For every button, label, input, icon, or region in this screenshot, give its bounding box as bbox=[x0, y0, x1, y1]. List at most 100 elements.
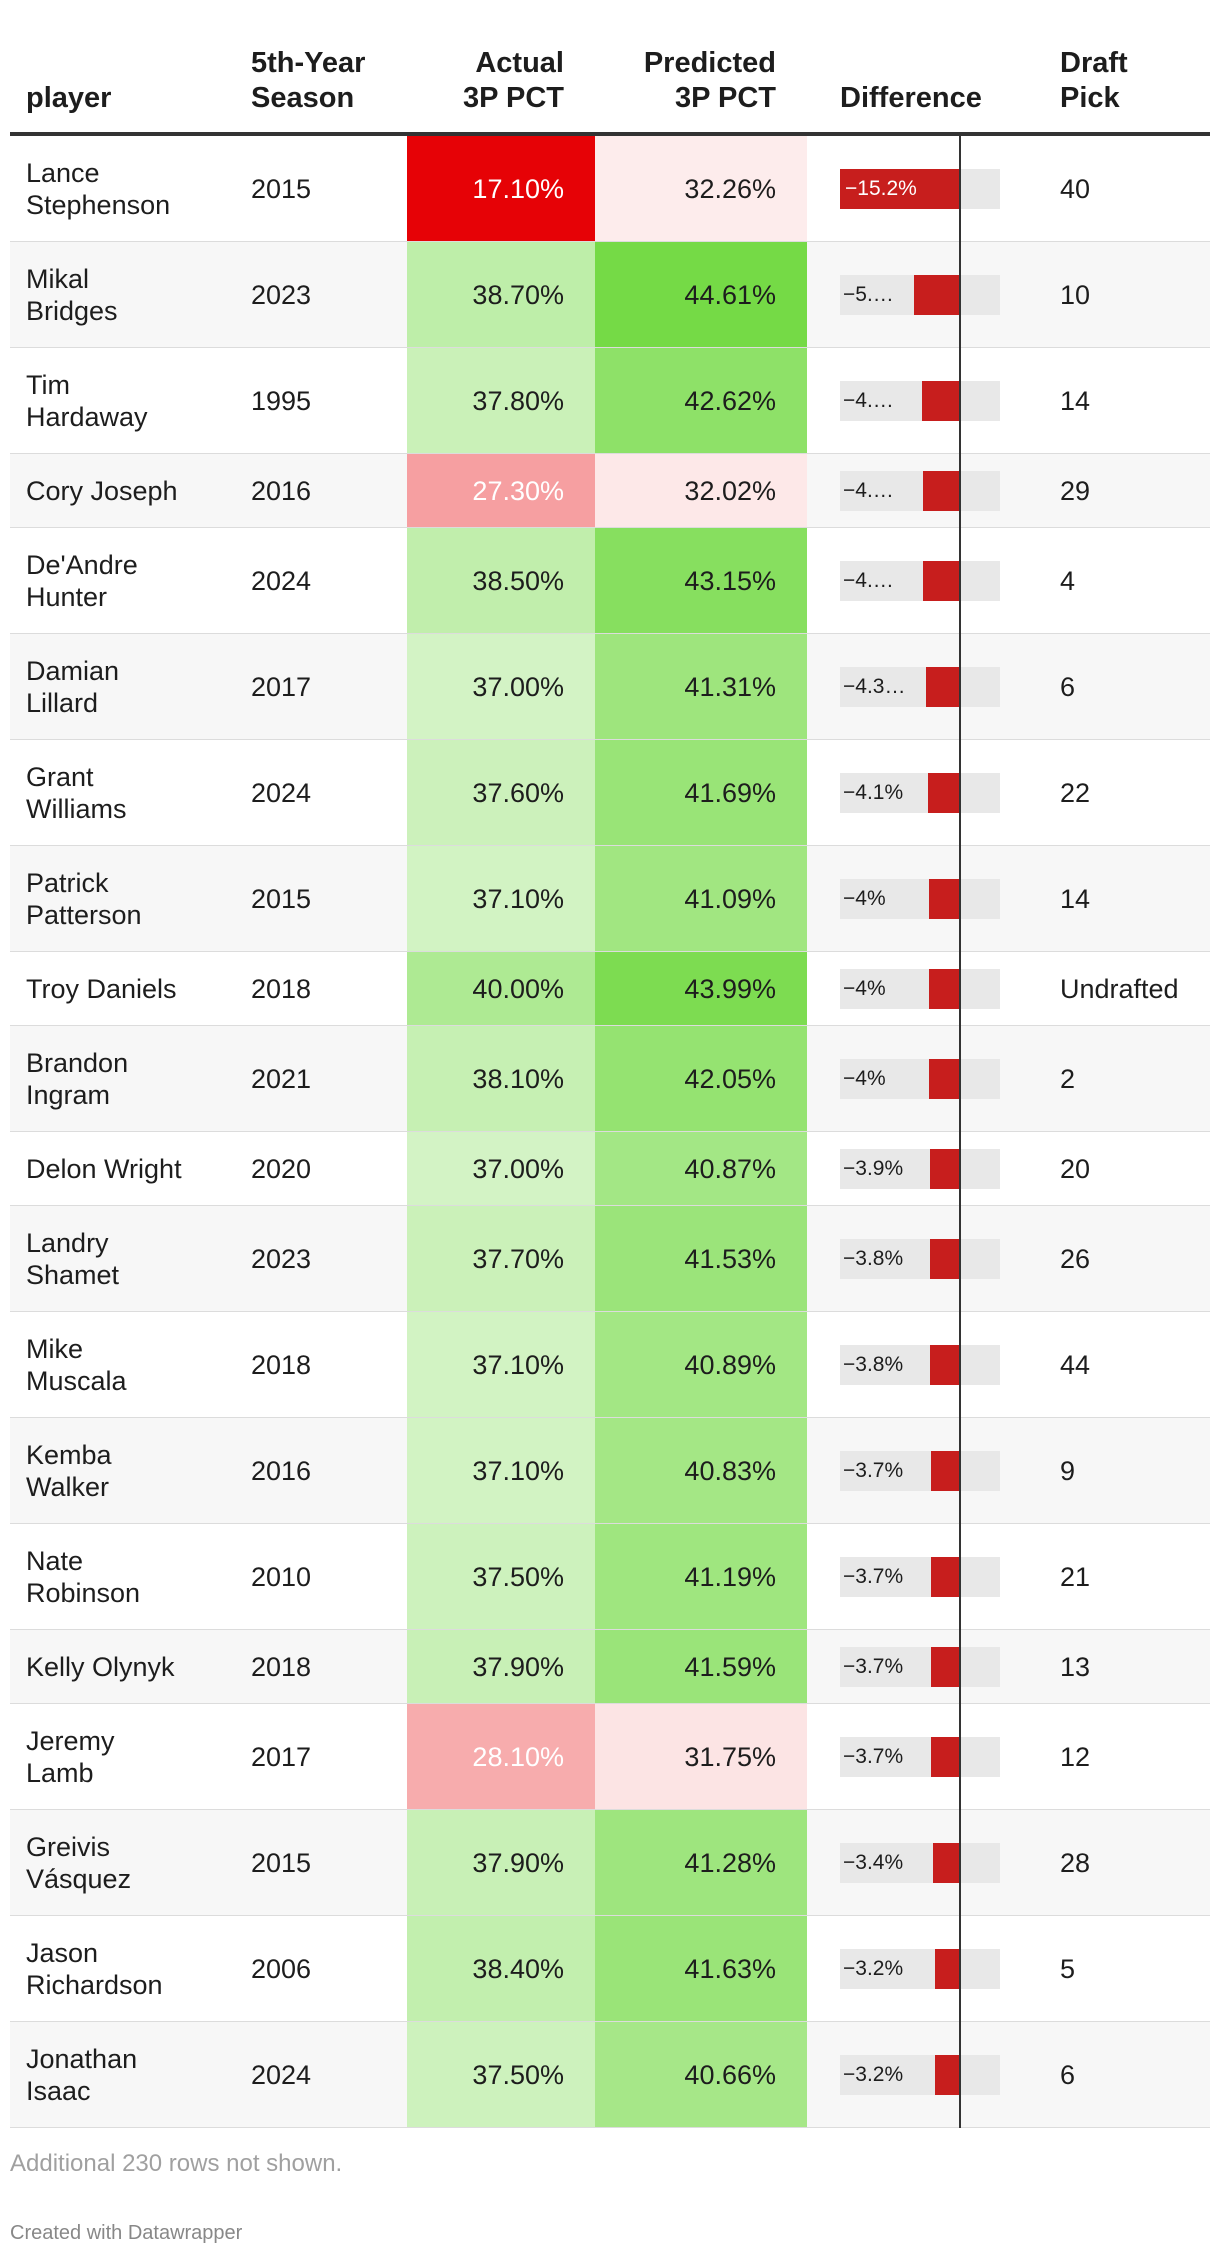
season-cell: 2016 bbox=[251, 1455, 312, 1486]
header-player[interactable]: player bbox=[26, 82, 112, 114]
predicted-3p-cell: 32.02% bbox=[595, 454, 807, 527]
player-cell: De'Andre Hunter bbox=[26, 549, 138, 612]
difference-bar-cell: −4.1% bbox=[840, 772, 1000, 813]
difference-bar-track bbox=[840, 380, 1000, 421]
predicted-3p-cell: 42.05% bbox=[595, 1026, 807, 1131]
player-cell: Jonathan Isaac bbox=[26, 2043, 138, 2106]
difference-label: −4.… bbox=[843, 568, 894, 592]
header-draft-pick[interactable]: Draft Pick bbox=[1060, 47, 1128, 114]
predicted-3p-cell: 31.75% bbox=[595, 1704, 807, 1809]
draft-pick-cell: 5 bbox=[1060, 1953, 1076, 1984]
actual-3p-cell: 38.10% bbox=[407, 1026, 595, 1131]
draft-pick-cell: 44 bbox=[1060, 1349, 1091, 1380]
difference-bar bbox=[928, 878, 961, 919]
difference-label: −4% bbox=[843, 976, 886, 1000]
table-header: player 5th-Year Season Actual 3P PCT Pre… bbox=[10, 30, 1210, 136]
season-cell: 2016 bbox=[251, 475, 312, 506]
difference-bar-cell: −15.2% bbox=[840, 168, 1000, 209]
difference-label: −4% bbox=[843, 886, 886, 910]
difference-bar-track bbox=[840, 1450, 1000, 1491]
season-cell: 2018 bbox=[251, 973, 312, 1004]
difference-bar bbox=[931, 1646, 961, 1687]
difference-bar bbox=[926, 666, 961, 707]
season-cell: 2024 bbox=[251, 2059, 312, 2090]
difference-label: −4.1% bbox=[843, 780, 904, 804]
draft-pick-cell: 40 bbox=[1060, 173, 1091, 204]
predicted-3p-cell: 40.83% bbox=[595, 1418, 807, 1523]
player-cell: Jason Richardson bbox=[26, 1937, 163, 2000]
difference-bar bbox=[927, 772, 961, 813]
difference-bar-cell: −5.… bbox=[840, 274, 1000, 315]
actual-3p-cell: 38.50% bbox=[407, 528, 595, 633]
table-row: Patrick Patterson 2015 37.10% 41.09% −4% 14 bbox=[10, 846, 1210, 952]
header-season[interactable]: 5th-Year Season bbox=[251, 47, 366, 114]
predicted-3p-cell: 41.09% bbox=[595, 846, 807, 951]
header-predicted[interactable]: Predicted 3P PCT bbox=[643, 47, 776, 114]
actual-3p-cell: 28.10% bbox=[407, 1704, 595, 1809]
table-row: Kelly Olynyk 2018 37.90% 41.59% −3.7% 13 bbox=[10, 1630, 1210, 1704]
difference-bar-cell: −3.7% bbox=[840, 1646, 1000, 1687]
draft-pick-cell: 22 bbox=[1060, 777, 1091, 808]
difference-bar bbox=[931, 1450, 961, 1491]
table-row: Jeremy Lamb 2017 28.10% 31.75% −3.7% 12 bbox=[10, 1704, 1210, 1810]
difference-bar-cell: −3.7% bbox=[840, 1736, 1000, 1777]
table-row: Jonathan Isaac 2024 37.50% 40.66% −3.2% 6 bbox=[10, 2022, 1210, 2128]
player-cell: Tim Hardaway bbox=[26, 369, 148, 432]
difference-bar-cell: −3.2% bbox=[840, 1948, 1000, 1989]
player-cell: Delon Wright bbox=[26, 1153, 182, 1184]
data-table: player 5th-Year Season Actual 3P PCT Pre… bbox=[10, 30, 1210, 2128]
player-cell: Greivis Vásquez bbox=[26, 1831, 132, 1894]
difference-bar-cell: −4% bbox=[840, 878, 1000, 919]
difference-label: −3.8% bbox=[843, 1352, 904, 1376]
draft-pick-cell: 29 bbox=[1060, 475, 1091, 506]
draft-pick-cell: 9 bbox=[1060, 1455, 1076, 1486]
difference-bar bbox=[931, 1556, 961, 1597]
predicted-3p-cell: 42.62% bbox=[595, 348, 807, 453]
predicted-3p-cell: 32.26% bbox=[595, 136, 807, 241]
difference-bar-track bbox=[840, 666, 1000, 707]
draft-pick-cell: 21 bbox=[1060, 1561, 1091, 1592]
credit-link[interactable]: Created with Datawrapper bbox=[10, 2222, 243, 2244]
actual-3p-cell: 17.10% bbox=[407, 136, 595, 241]
player-cell: Brandon Ingram bbox=[26, 1047, 129, 1110]
header-difference[interactable]: Difference bbox=[840, 82, 982, 114]
actual-3p-cell: 37.70% bbox=[407, 1206, 595, 1311]
draft-pick-cell: 13 bbox=[1060, 1651, 1091, 1682]
difference-bar-cell: −3.8% bbox=[840, 1238, 1000, 1279]
difference-label: −3.7% bbox=[843, 1458, 904, 1482]
draft-pick-cell: 14 bbox=[1060, 883, 1091, 914]
difference-bar-track bbox=[840, 1344, 1000, 1385]
season-cell: 2023 bbox=[251, 279, 312, 310]
difference-bar bbox=[928, 1058, 961, 1099]
season-cell: 2006 bbox=[251, 1953, 312, 1984]
predicted-3p-cell: 41.69% bbox=[595, 740, 807, 845]
player-cell: Lance Stephenson bbox=[26, 157, 171, 220]
difference-bar-cell: −3.2% bbox=[840, 2054, 1000, 2095]
difference-bar bbox=[923, 560, 961, 601]
difference-label: −3.9% bbox=[843, 1156, 904, 1180]
difference-label: −4% bbox=[843, 1066, 886, 1090]
difference-bar-track bbox=[840, 1148, 1000, 1189]
table-row: Mikal Bridges 2023 38.70% 44.61% −5.… 10 bbox=[10, 242, 1210, 348]
difference-label: −3.8% bbox=[843, 1246, 904, 1270]
difference-bar-cell: −4.3… bbox=[840, 666, 1000, 707]
difference-bar-track bbox=[840, 1058, 1000, 1099]
difference-bar bbox=[840, 168, 961, 209]
actual-3p-cell: 37.10% bbox=[407, 846, 595, 951]
predicted-3p-cell: 43.99% bbox=[595, 952, 807, 1025]
difference-zero-axis bbox=[959, 136, 962, 2128]
season-cell: 2024 bbox=[251, 777, 312, 808]
player-cell: Nate Robinson bbox=[26, 1545, 141, 1608]
table-row: Delon Wright 2020 37.00% 40.87% −3.9% 20 bbox=[10, 1132, 1210, 1206]
header-actual[interactable]: Actual 3P PCT bbox=[462, 47, 564, 114]
difference-bar-track bbox=[840, 1948, 1000, 1989]
player-cell: Patrick Patterson bbox=[26, 867, 142, 930]
difference-bar bbox=[923, 470, 961, 511]
predicted-3p-cell: 41.59% bbox=[595, 1630, 807, 1703]
difference-label: −4.… bbox=[843, 478, 894, 502]
season-cell: 2023 bbox=[251, 1243, 312, 1274]
table-row: Mike Muscala 2018 37.10% 40.89% −3.8% 44 bbox=[10, 1312, 1210, 1418]
actual-3p-cell: 37.50% bbox=[407, 2022, 595, 2127]
difference-bar-cell: −3.4% bbox=[840, 1842, 1000, 1883]
season-cell: 2018 bbox=[251, 1651, 312, 1682]
